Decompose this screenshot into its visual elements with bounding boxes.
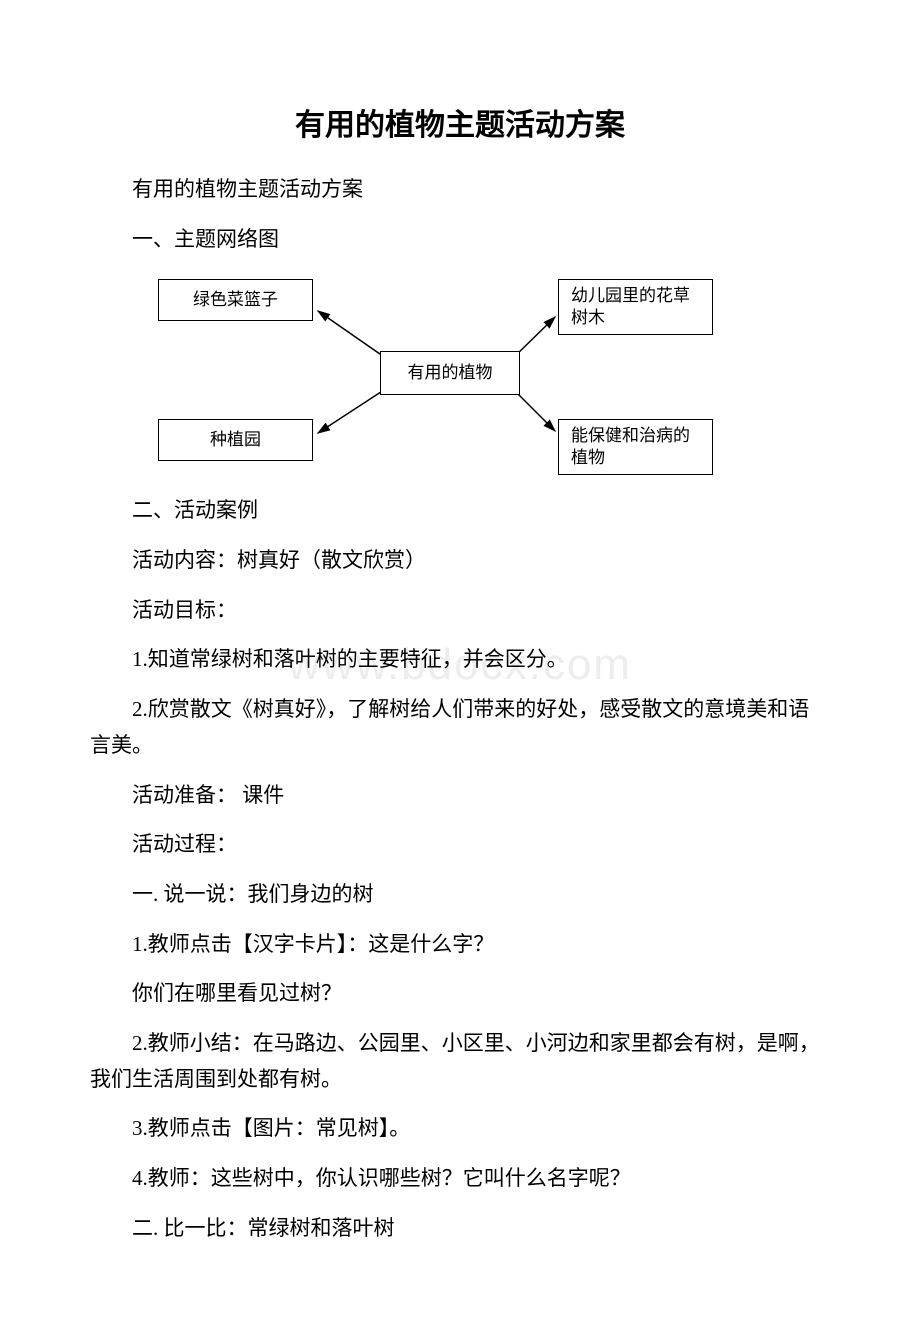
step1-3: 3.教师点击【图片：常见树】。 (90, 1111, 830, 1147)
goal-1: 1.知道常绿树和落叶树的主要特征，并会区分。 (90, 642, 830, 678)
section1-heading: 一、主题网络图 (90, 222, 830, 258)
activity-prep: 活动准备： 课件 (90, 778, 830, 814)
step1-1b: 你们在哪里看见过树？ (90, 976, 830, 1012)
step1-2: 2.教师小结：在马路边、公园里、小区里、小河边和家里都会有树，是啊，我们生活周围… (90, 1026, 830, 1097)
section2-heading: 二、活动案例 (90, 493, 830, 529)
goal-2-text: 2.欣赏散文《树真好》，了解树给人们带来的好处，感受散文的意境美和语言美。 (90, 697, 809, 757)
activity-content: 活动内容：树真好（散文欣赏） (90, 543, 830, 579)
diagram-center-node: 有用的植物 (380, 351, 520, 395)
process-label: 活动过程： (90, 827, 830, 863)
step1-heading: 一. 说一说：我们身边的树 (90, 877, 830, 913)
step1-2-text: 2.教师小结：在马路边、公园里、小区里、小河边和家里都会有树，是啊，我们生活周围… (90, 1031, 820, 1091)
subtitle: 有用的植物主题活动方案 (90, 172, 830, 208)
goal-2: 2.欣赏散文《树真好》，了解树给人们带来的好处，感受散文的意境美和语言美。 (90, 692, 830, 763)
document-content: 有用的植物主题活动方案 有用的植物主题活动方案 一、主题网络图 有用的植物 绿色… (90, 100, 830, 1246)
diagram-node-bottom-left: 种植园 (158, 419, 313, 461)
step1-1: 1.教师点击【汉字卡片】：这是什么字？ (90, 927, 830, 963)
diagram-node-bottom-right: 能保健和治病的植物 (558, 419, 713, 475)
activity-goal-label: 活动目标： (90, 593, 830, 629)
theme-network-diagram: 有用的植物 绿色菜篮子 幼儿园里的花草树木 种植园 能保健和治病的植物 (140, 271, 760, 481)
step1-4: 4.教师：这些树中，你认识哪些树？它叫什么名字呢？ (90, 1161, 830, 1197)
page-title: 有用的植物主题活动方案 (90, 100, 830, 144)
diagram-node-top-right: 幼儿园里的花草树木 (558, 279, 713, 335)
diagram-node-top-left: 绿色菜篮子 (158, 279, 313, 321)
step2-heading: 二. 比一比：常绿树和落叶树 (90, 1211, 830, 1247)
